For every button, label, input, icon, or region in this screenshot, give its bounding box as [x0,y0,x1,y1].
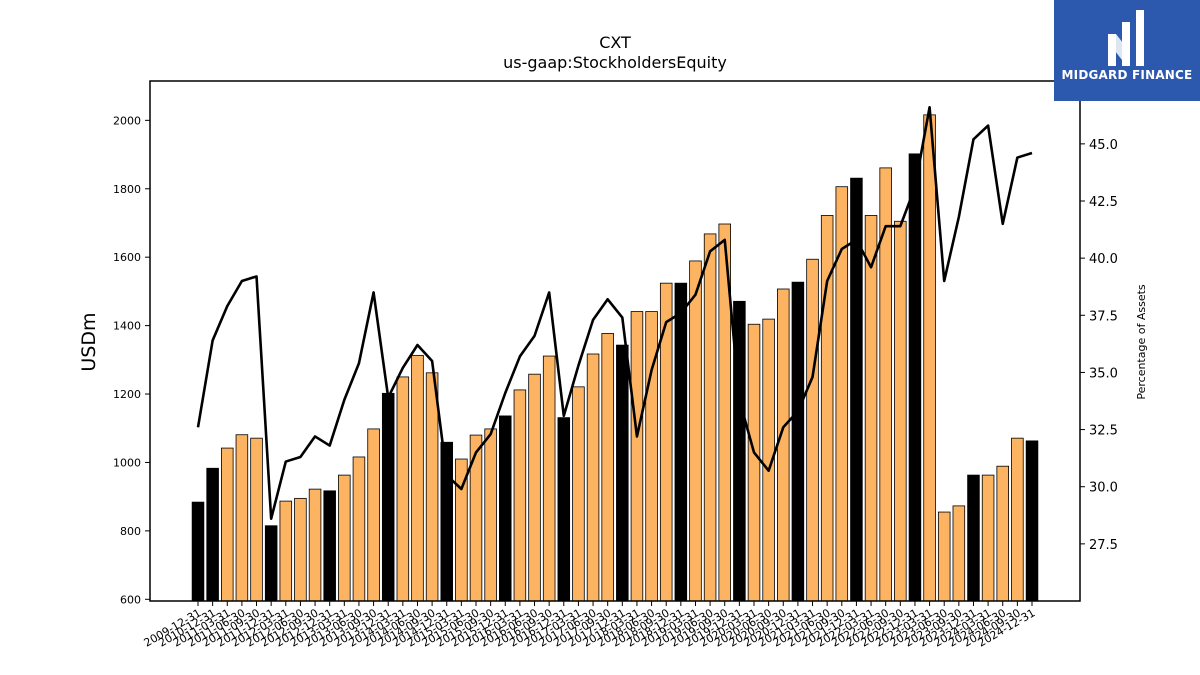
y-axis-left: 600 800 1000 1200 1400 1600 1800 2000 [113,114,150,606]
logo-mark-icon [1108,10,1144,66]
bar [879,167,892,602]
bar [981,474,995,602]
bar [806,258,819,602]
bar [674,282,688,602]
bar [367,428,380,602]
bar [703,233,717,602]
y-right-tick-label: 45.0 [1089,138,1118,153]
bar [689,260,702,602]
bar [967,474,980,602]
chart-subtitle: us-gaap:StockholdersEquity [503,53,727,72]
bar [601,333,614,602]
bar [484,428,497,602]
bar [1011,437,1024,602]
bar [235,434,249,602]
y-tick-label: 1200 [113,388,141,401]
bar [659,282,673,602]
bar [542,355,556,602]
bar [557,417,571,602]
bar [952,505,966,602]
bar [206,467,219,602]
bar [572,386,585,602]
y-axis-label: USDm [78,312,100,371]
bar [396,376,410,602]
plot-frame [149,80,1081,602]
y-right-tick-label: 32.5 [1089,424,1118,439]
bar [294,497,307,602]
percentage-line [196,105,1033,521]
bar [221,447,234,602]
bar [791,281,805,602]
y-tick-label: 800 [120,525,141,538]
y-right-tick-label: 40.0 [1089,252,1118,267]
bar [937,511,951,602]
bar [513,389,527,602]
bar [250,437,263,602]
bar [411,354,424,602]
bar [923,114,936,602]
bar [499,415,512,602]
y-right-tick-label: 37.5 [1089,309,1118,324]
bar [264,525,278,602]
bar [381,392,395,602]
bar [630,311,644,602]
bar [747,323,761,602]
bar [908,153,922,602]
bar [528,373,541,602]
bar [308,488,322,602]
bar [586,353,600,602]
bar [864,215,878,602]
midgard-finance-logo: MIDGARD FINANCE [1054,0,1200,101]
bar [1025,440,1039,602]
bar [323,490,336,602]
logo-text: MIDGARD FINANCE [1061,68,1193,82]
y-tick-label: 1800 [113,183,141,196]
y-tick-label: 1000 [113,456,141,469]
bar [352,456,366,602]
bar [894,220,907,602]
y-tick-label: 1600 [113,251,141,264]
bar [279,500,293,602]
y-right-tick-label: 42.5 [1089,195,1118,210]
bar [996,465,1009,602]
y-tick-label: 600 [120,593,141,606]
bar [777,288,790,602]
y-tick-label: 1400 [113,320,141,333]
bar [425,372,439,602]
bar [338,474,351,602]
y-tick-label: 2000 [113,114,141,127]
y-axis-label-right: Percentage of Assets [1135,284,1148,400]
y-axis-right: 27.5 30.0 32.5 35.0 37.5 40.0 42.5 45.0 [1080,138,1118,553]
y-right-tick-label: 27.5 [1089,538,1118,553]
bar [616,344,629,602]
percentage-line-series [196,105,1033,521]
y-right-tick-label: 35.0 [1089,366,1118,381]
chart-title: CXT [599,33,631,52]
y-right-tick-label: 30.0 [1089,481,1118,496]
bar [191,501,205,602]
